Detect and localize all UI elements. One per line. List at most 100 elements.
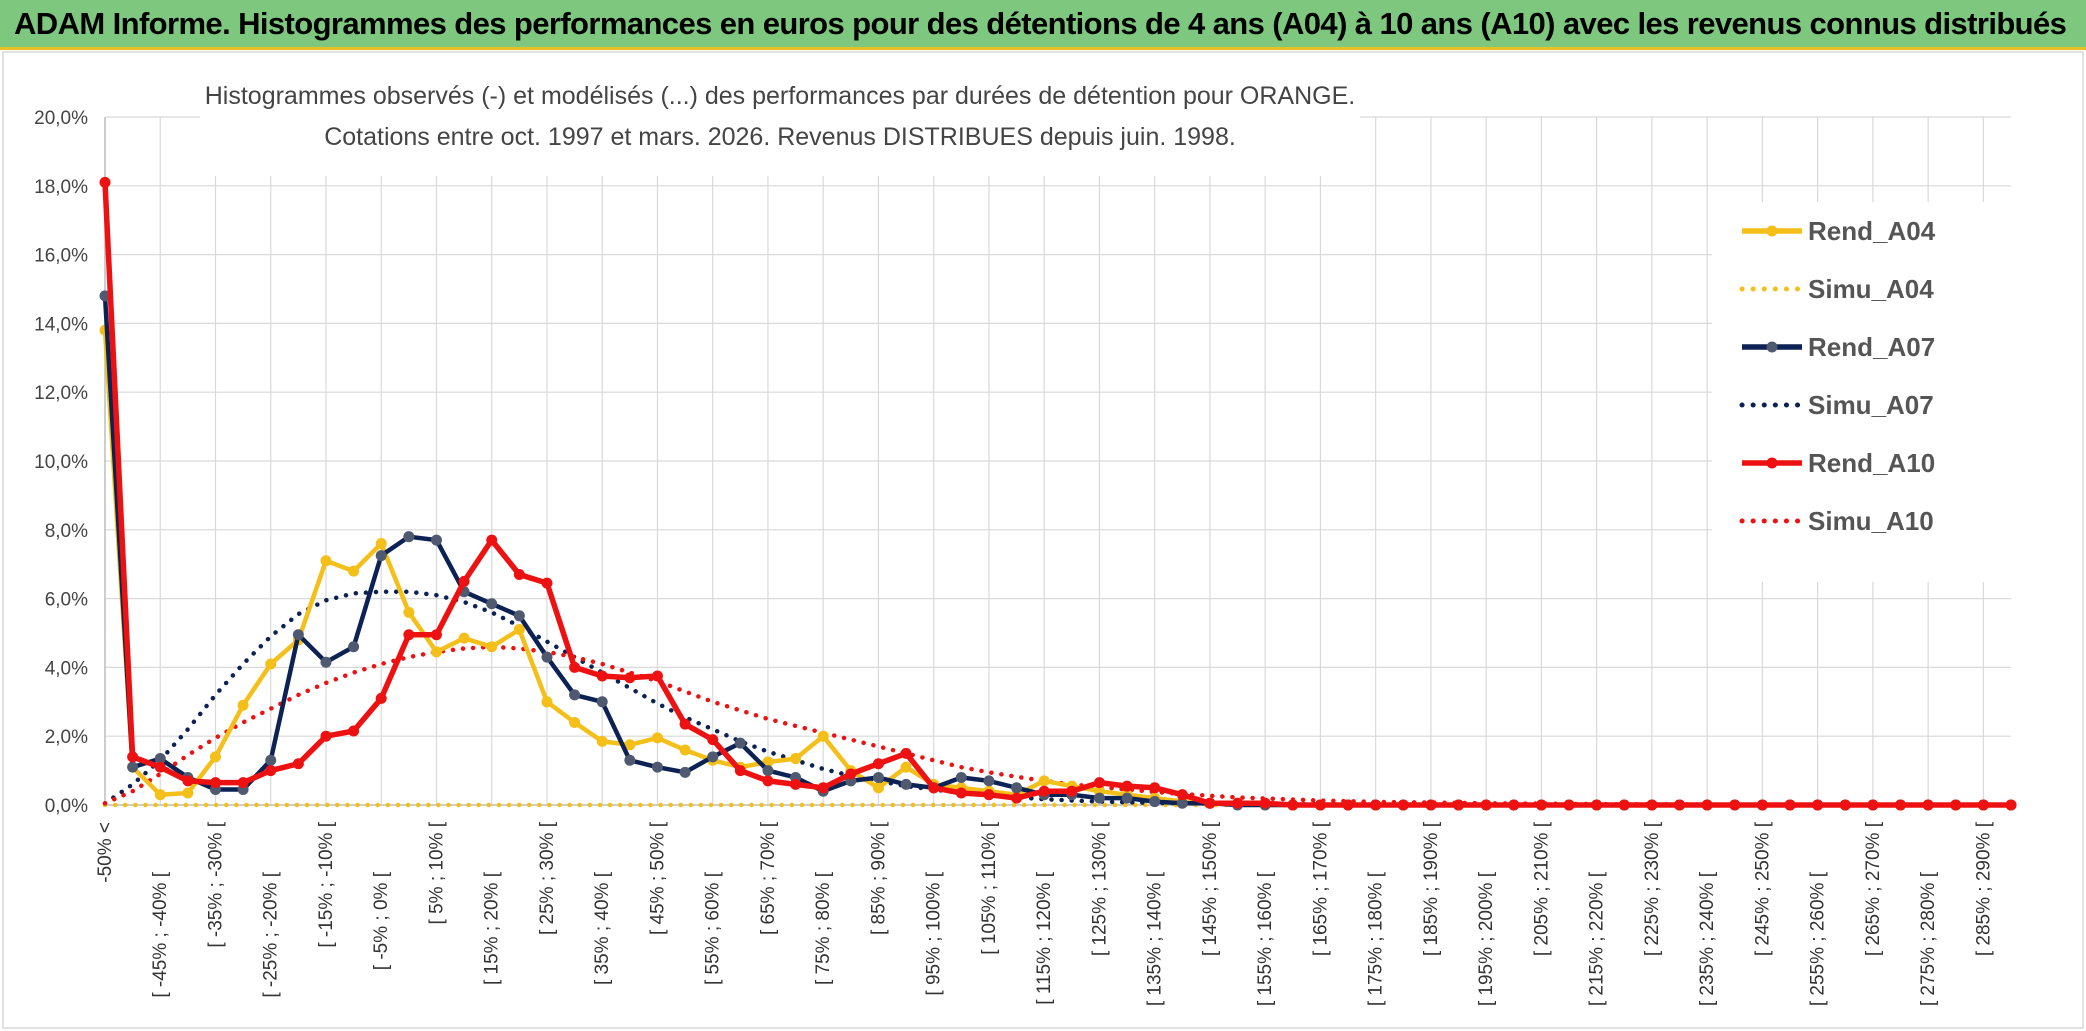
data-point-rend-a04 (651, 732, 663, 744)
data-point-rend-a04 (569, 716, 581, 728)
data-point-rend-a10 (596, 670, 608, 682)
data-point-rend-a10 (1591, 799, 1603, 811)
data-point-rend-a04 (375, 538, 387, 550)
data-point-rend-a10 (1508, 799, 1520, 811)
data-point-rend-a04 (209, 751, 221, 763)
data-point-rend-a07 (955, 771, 967, 783)
series-line-rend-a10 (102, 182, 2011, 808)
data-point-rend-a10 (928, 782, 940, 794)
data-point-rend-a10 (127, 751, 139, 763)
data-point-rend-a10 (762, 775, 774, 787)
x-tick-label: [ 105% ; 110% [ (979, 821, 1000, 954)
data-point-rend-a07 (541, 651, 553, 663)
y-tick-label: 0,0% (45, 796, 88, 817)
data-point-rend-a10 (1756, 799, 1768, 811)
data-point-rend-a10 (403, 629, 415, 641)
data-point-rend-a07 (872, 771, 884, 783)
data-point-rend-a10 (1895, 799, 1907, 811)
data-point-rend-a07 (707, 751, 719, 763)
data-point-rend-a07 (734, 737, 746, 749)
x-tick-label: [ 5% ; 10% [ (426, 821, 447, 924)
data-point-rend-a04 (348, 565, 360, 577)
data-point-rend-a10 (320, 730, 332, 742)
series-line-simu-a10 (102, 644, 2014, 808)
data-point-rend-a07 (900, 778, 912, 790)
x-tick-label: -50% < (95, 822, 116, 883)
y-tick-label: 14,0% (34, 314, 88, 335)
data-point-rend-a10 (348, 725, 360, 737)
data-point-rend-a04 (790, 753, 802, 765)
y-tick-label: 8,0% (45, 521, 88, 542)
data-point-rend-a10 (1011, 792, 1023, 804)
data-point-rend-a10 (1093, 777, 1105, 789)
data-point-rend-a07 (983, 775, 995, 787)
data-point-rend-a10 (1977, 799, 1989, 811)
data-point-rend-a07 (569, 689, 581, 701)
data-point-rend-a10 (1453, 799, 1465, 811)
data-point-rend-a07 (1149, 796, 1161, 808)
x-tick-label: [ 275% ; 280% [ (1918, 871, 1939, 1006)
y-tick-label: 20,0% (34, 108, 88, 129)
title-backdrop (200, 70, 1360, 176)
data-point-rend-a10 (872, 758, 884, 770)
data-point-rend-a10 (1370, 799, 1382, 811)
data-point-rend-a10 (790, 778, 802, 790)
data-point-rend-a10 (845, 768, 857, 780)
data-point-rend-a04 (403, 606, 415, 618)
data-point-rend-a10 (292, 758, 304, 770)
data-point-rend-a10 (955, 787, 967, 799)
y-tick-label: 16,0% (34, 246, 88, 267)
data-point-rend-a10 (1535, 799, 1547, 811)
data-point-rend-a04 (182, 787, 194, 799)
x-tick-label: [ 85% ; 90% [ (868, 821, 889, 935)
data-point-rend-a04 (900, 761, 912, 773)
series-lines (99, 176, 2017, 811)
legend-backdrop (1712, 202, 2012, 582)
data-point-rend-a10 (1342, 799, 1354, 811)
data-point-rend-a07 (1093, 792, 1105, 804)
data-point-rend-a04 (817, 730, 829, 742)
legend-label-rend-a07: Rend_A07 (1808, 332, 1935, 362)
data-point-rend-a10 (541, 577, 553, 589)
data-point-rend-a07 (154, 753, 166, 765)
data-point-rend-a04 (541, 696, 553, 708)
data-point-rend-a10 (624, 672, 636, 684)
data-point-rend-a04 (624, 739, 636, 751)
data-point-rend-a10 (651, 670, 663, 682)
data-point-rend-a04 (265, 658, 277, 670)
x-tick-label: [ 55% ; 60% [ (703, 871, 724, 985)
x-tick-label: [ 245% ; 250% [ (1752, 821, 1773, 956)
x-tick-label: [ -25% ; -20% [ (261, 871, 282, 997)
data-point-rend-a07 (651, 761, 663, 773)
data-point-rend-a10 (1397, 799, 1409, 811)
data-point-rend-a10 (1950, 799, 1962, 811)
legend-marker-rend-a07 (1766, 341, 1778, 353)
data-point-rend-a10 (569, 661, 581, 673)
x-tick-label: [ 225% ; 230% [ (1642, 821, 1663, 956)
x-tick-label: [ 175% ; 180% [ (1366, 871, 1387, 1006)
data-point-rend-a10 (707, 734, 719, 746)
data-point-rend-a10 (1038, 785, 1050, 797)
report-banner: ADAM Informe. Histogrammes des performan… (0, 0, 2086, 50)
data-point-rend-a04 (320, 555, 332, 567)
data-point-rend-a10 (1176, 789, 1188, 801)
x-tick-label: [ 25% ; 30% [ (537, 821, 558, 935)
y-tick-label: 12,0% (34, 383, 88, 404)
legend-marker-rend-a10 (1766, 457, 1778, 469)
data-point-rend-a10 (1701, 799, 1713, 811)
x-tick-label: [ 65% ; 70% [ (758, 821, 779, 935)
legend-marker-rend-a04 (1766, 225, 1778, 237)
data-point-rend-a07 (1176, 797, 1188, 809)
data-point-rend-a10 (182, 775, 194, 787)
data-point-rend-a10 (1922, 799, 1934, 811)
x-tick-label: [ 75% ; 80% [ (813, 871, 834, 985)
data-point-rend-a07 (265, 754, 277, 766)
x-tick-label: [ 125% ; 130% [ (1089, 821, 1110, 956)
x-tick-label: [ 115% ; 120% [ (1034, 871, 1055, 1004)
x-tick-label: [ 185% ; 190% [ (1421, 821, 1442, 956)
data-point-rend-a10 (209, 777, 221, 789)
data-point-rend-a10 (375, 692, 387, 704)
data-point-rend-a04 (596, 735, 608, 747)
chart-title: Histogrammes observés (-) et modélisés (… (205, 82, 1355, 110)
